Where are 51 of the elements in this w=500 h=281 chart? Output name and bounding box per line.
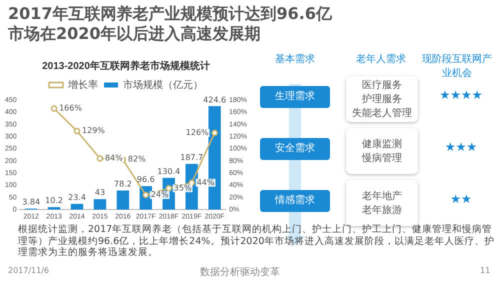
data-label: 126% — [186, 128, 210, 137]
point — [211, 130, 218, 136]
data-label: 82% — [128, 154, 146, 164]
text: 健康监测 — [362, 139, 402, 150]
text: 市场在2020年以后进入高速发展期 — [8, 24, 261, 44]
data-label: 35% — [174, 183, 192, 192]
text: 医疗服务 — [362, 80, 402, 91]
data-label: 78.2 — [114, 180, 132, 189]
text: ★★★ — [444, 140, 478, 154]
data-label: 23.4 — [68, 192, 86, 202]
text: 老年地产 — [362, 191, 402, 202]
data-label: 84% — [104, 154, 124, 163]
point — [74, 128, 80, 134]
chart-title: 2013-2020年互联网养老市场规模统计 — [42, 60, 210, 72]
data-label: 24% — [150, 190, 170, 200]
bar — [70, 204, 84, 210]
bar — [116, 190, 130, 210]
text: 2017/11/6 — [8, 266, 50, 275]
point — [50, 105, 58, 112]
category-label: 基本需求 — [274, 52, 316, 66]
data-label: 130.4 — [157, 166, 180, 176]
category-label: 安全需求 — [275, 143, 315, 154]
text: 11 — [480, 266, 490, 275]
category-label: 情感需求 — [275, 195, 315, 206]
data-label: 96.6 — [136, 175, 155, 184]
bar — [48, 207, 60, 210]
data-label: 187.7 — [180, 152, 204, 162]
data-label: 129% — [82, 126, 106, 136]
text: ★★ — [450, 192, 472, 206]
text: 2017年互联网养老产业规模预计达到96.6亿 — [8, 4, 332, 24]
data-label: 3.84 — [22, 198, 40, 207]
text: ★★★★ — [439, 88, 483, 102]
data-label: 43 — [94, 188, 106, 198]
category-label: 现阶段互联网产业机会 — [421, 52, 493, 80]
text: 失能老人管理 — [352, 108, 412, 119]
text: 数据分析驱动变革 — [200, 266, 280, 279]
data-label: 10.2 — [45, 196, 63, 206]
text: 根据统计监测，2017年互联网养老（包括基于互联网的机构上门、护士上门、护工上门、健康管理和慢病管理等）产业规模约96.6亿，比上年增长24%。预计2020年市场将进入高速发展阶段，以满足老年人医疗、护理需求为主的服务将迅速发展。 — [17, 224, 496, 258]
category-label: 生理需求 — [275, 91, 315, 102]
legend-label: 增长率 — [67, 78, 98, 91]
data-label: 44% — [196, 178, 215, 187]
data-label: 424.6 — [203, 95, 226, 104]
bar — [94, 199, 106, 210]
point — [166, 185, 172, 192]
point — [96, 155, 104, 162]
text: 慢病管理 — [362, 153, 402, 164]
data-label: 166% — [59, 104, 82, 113]
category-label: 老年人需求 — [356, 54, 406, 65]
legend-label: 市场规模（亿元） — [123, 78, 203, 91]
text: 护理服务 — [362, 94, 402, 105]
text: 老年旅游 — [362, 205, 402, 216]
